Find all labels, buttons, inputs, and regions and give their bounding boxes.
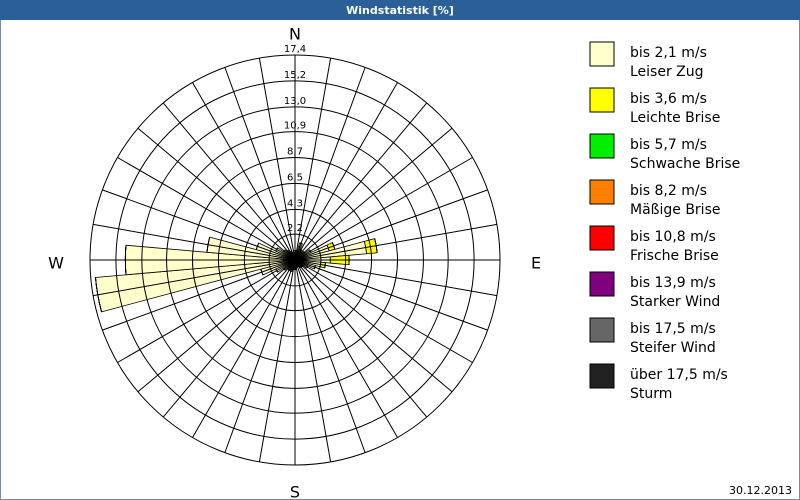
r-tick-label: 15,2 xyxy=(284,70,306,81)
ring xyxy=(243,208,347,312)
date-label: 30.12.2013 xyxy=(729,484,792,497)
legend-swatch xyxy=(589,179,615,205)
legend-label: bis 5,7 m/s xyxy=(630,137,707,153)
chart-title: Windstatistik [%] xyxy=(346,4,454,17)
compass-label: S xyxy=(290,483,300,500)
ring xyxy=(115,80,475,440)
r-tick-label: 8,7 xyxy=(287,147,303,158)
sector xyxy=(275,247,278,252)
sector xyxy=(324,262,326,269)
legend-description: Leichte Brise xyxy=(630,110,720,126)
legend-description: Leiser Zug xyxy=(630,64,704,80)
legend-swatch xyxy=(589,271,615,297)
ring xyxy=(268,233,322,287)
ring xyxy=(166,131,424,389)
legend-label: bis 10,8 m/s xyxy=(630,229,716,245)
sector xyxy=(374,238,378,253)
legend-label: bis 3,6 m/s xyxy=(630,91,707,107)
legend-swatch xyxy=(589,87,615,113)
legend-description: Steifer Wind xyxy=(630,340,716,356)
sector xyxy=(288,269,291,272)
r-tick-label: 13,0 xyxy=(284,96,306,107)
compass-label: N xyxy=(289,25,301,44)
r-tick-label: 2,2 xyxy=(287,223,303,234)
legend-label: bis 8,2 m/s xyxy=(630,183,707,199)
ring xyxy=(141,106,449,414)
sector xyxy=(299,248,302,251)
legend-swatch xyxy=(589,363,615,389)
sector xyxy=(286,250,289,252)
legend-description: Frische Brise xyxy=(630,248,719,264)
r-tick-label: 17,4 xyxy=(284,44,306,55)
sector xyxy=(124,245,127,275)
r-tick-label: 0 xyxy=(292,249,298,260)
legend-label: bis 2,1 m/s xyxy=(630,45,707,61)
legend-swatch xyxy=(589,225,615,251)
legend-swatch xyxy=(589,41,615,67)
r-tick-label: 6,5 xyxy=(287,172,303,183)
compass-label: W xyxy=(48,254,64,273)
sector xyxy=(95,277,102,312)
title-bar xyxy=(0,0,800,20)
legend-description: Schwache Brise xyxy=(630,156,740,172)
ring xyxy=(89,54,501,466)
ring xyxy=(217,182,373,338)
ring xyxy=(192,157,398,363)
legend-label: bis 17,5 m/s xyxy=(630,321,716,337)
sector xyxy=(306,265,309,269)
sector xyxy=(313,265,316,270)
compass-label: E xyxy=(531,254,541,273)
sector xyxy=(206,237,211,253)
legend-swatch xyxy=(589,317,615,343)
r-tick-label: 10,9 xyxy=(284,121,306,132)
sector xyxy=(255,242,260,250)
legend-label: bis 13,9 m/s xyxy=(630,275,716,291)
legend-description: Mäßige Brise xyxy=(630,202,720,218)
legend-swatch xyxy=(589,133,615,159)
legend-label: über 17,5 m/s xyxy=(630,367,728,383)
legend-description: Sturm xyxy=(630,386,672,402)
legend-description: Starker Wind xyxy=(630,294,720,310)
r-tick-label: 4,3 xyxy=(287,198,303,209)
sector xyxy=(283,249,286,253)
